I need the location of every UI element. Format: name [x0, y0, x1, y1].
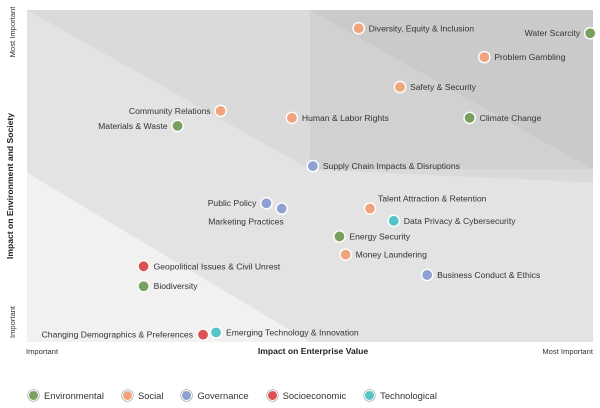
- point-label: Data Privacy & Cybersecurity: [404, 216, 516, 226]
- x-axis-low-label: Important: [26, 347, 59, 356]
- point-geopolitical-issues-civil-unrest: Geopolitical Issues & Civil Unrest: [137, 260, 281, 273]
- legend: Environmental Social Governance Socioeconom…: [28, 390, 437, 401]
- y-axis-high-label: Most Important: [8, 6, 17, 58]
- point-label: Public Policy: [208, 198, 257, 208]
- point-community-relations: Community Relations: [129, 104, 227, 118]
- legend-item-environmental: Environmental: [28, 390, 104, 401]
- point-label: Changing Demographics & Preferences: [42, 330, 193, 340]
- point-marker: [196, 328, 210, 341]
- legend-swatch: [121, 390, 133, 401]
- legend-item-technological: Technological: [364, 390, 437, 401]
- x-axis-title: Impact on Enterprise Value: [258, 346, 369, 356]
- point-marker: [171, 119, 184, 133]
- point-water-scarcity: Water Scarcity: [525, 26, 597, 40]
- legend-item-governance: Governance: [181, 390, 249, 401]
- point-marker: [306, 159, 320, 173]
- y-axis-low-label: Important: [8, 305, 17, 338]
- point-marker: [333, 230, 346, 243]
- point-safety-security: Safety & Security: [393, 80, 477, 94]
- point-business-conduct-ethics: Business Conduct & Ethics: [420, 268, 540, 282]
- point-diversity-equity-inclusion: Diversity, Equity & Inclusion: [352, 21, 475, 35]
- point-marker: [393, 80, 407, 94]
- legend-label: Governance: [197, 390, 249, 401]
- point-marker: [275, 202, 289, 215]
- point-money-laundering: Money Laundering: [339, 248, 427, 261]
- band-top-corner: [310, 10, 593, 170]
- legend-label: Technological: [380, 390, 437, 401]
- point-materials-waste: Materials & Waste: [98, 119, 184, 133]
- point-marker: [583, 26, 597, 40]
- legend-swatch: [266, 390, 278, 401]
- point-changing-demographics-preferences: Changing Demographics & Preferences: [42, 328, 210, 341]
- point-label: Energy Security: [349, 231, 410, 241]
- legend-item-socioeconomic: Socioeconomic: [266, 390, 347, 401]
- point-marker: [285, 111, 299, 125]
- point-label: Money Laundering: [356, 250, 427, 260]
- point-problem-gambling: Problem Gambling: [478, 50, 566, 64]
- legend-item-social: Social: [121, 390, 164, 401]
- point-marker: [352, 21, 365, 35]
- point-label: Materials & Waste: [98, 121, 168, 131]
- legend-swatch: [181, 390, 193, 401]
- point-label: Problem Gambling: [494, 52, 565, 62]
- point-label: Biodiversity: [154, 281, 199, 291]
- point-data-privacy-cybersecurity: Data Privacy & Cybersecurity: [387, 214, 516, 228]
- point-marketing-practices: Marketing Practices: [208, 202, 289, 227]
- point-label: Climate Change: [480, 113, 542, 123]
- point-marker: [420, 268, 434, 282]
- point-label: Water Scarcity: [525, 28, 581, 38]
- point-climate-change: Climate Change: [463, 111, 542, 125]
- point-human-labor-rights: Human & Labor Rights: [285, 111, 389, 125]
- background-bands: [27, 10, 593, 342]
- point-public-policy: Public Policy: [208, 196, 273, 210]
- point-label: Emerging Technology & Innovation: [226, 327, 359, 337]
- point-marker: [137, 279, 150, 293]
- point-marker: [260, 196, 273, 210]
- legend-label: Social: [137, 390, 164, 401]
- point-marker: [463, 111, 476, 125]
- point-marker: [214, 104, 227, 118]
- legend-swatch: [28, 390, 39, 401]
- data-points: Diversity, Equity & Inclusion Water Scarc…: [42, 21, 597, 341]
- legend-swatch: [364, 390, 376, 401]
- point-label: Human & Labor Rights: [302, 113, 389, 123]
- point-label: Business Conduct & Ethics: [437, 270, 540, 280]
- point-supply-chain-impacts-disruptions: Supply Chain Impacts & Disruptions: [306, 159, 460, 173]
- point-label: Community Relations: [129, 106, 211, 116]
- point-label: Geopolitical Issues & Civil Unrest: [154, 261, 281, 271]
- point-marker: [363, 202, 377, 215]
- x-axis-high-label: Most Important: [542, 347, 594, 356]
- point-label: Talent Attraction & Retention: [378, 194, 487, 204]
- point-talent-attraction-retention: Talent Attraction & Retention: [363, 194, 487, 215]
- point-marker: [137, 260, 150, 273]
- point-label: Safety & Security: [410, 82, 477, 92]
- point-marker: [478, 50, 491, 64]
- point-marker: [387, 214, 401, 228]
- point-marker: [209, 326, 223, 339]
- point-biodiversity: Biodiversity: [137, 279, 199, 293]
- y-axis-title: Impact on Environment and Society: [5, 113, 15, 259]
- point-marker: [339, 248, 352, 261]
- legend-label: Environmental: [44, 390, 104, 401]
- point-label: Supply Chain Impacts & Disruptions: [323, 161, 460, 171]
- point-energy-security: Energy Security: [333, 230, 411, 243]
- point-label: Marketing Practices: [208, 217, 283, 227]
- point-label: Diversity, Equity & Inclusion: [369, 23, 475, 33]
- point-emerging-technology-innovation: Emerging Technology & Innovation: [209, 326, 359, 339]
- legend-label: Socioeconomic: [282, 390, 347, 401]
